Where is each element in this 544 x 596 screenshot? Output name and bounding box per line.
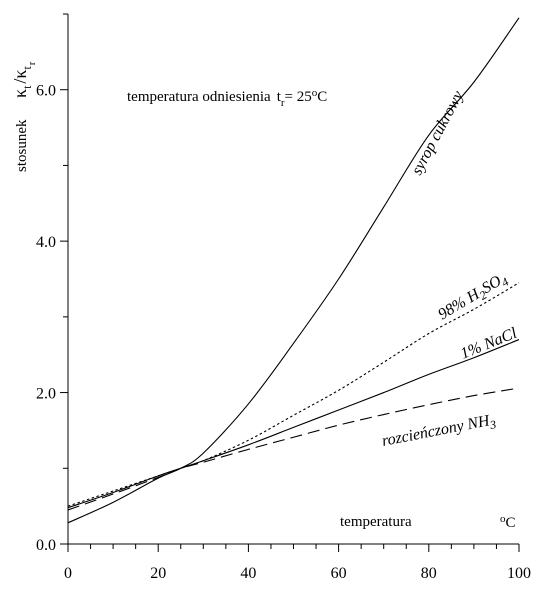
reference-note-sup: o [312,87,318,99]
x-tick-label: 60 [331,565,347,582]
x-tick-label: 0 [64,565,72,582]
y-tick-label: 6.0 [36,83,56,100]
y-axis-title-slash: / [10,79,30,84]
axes: 0 20 40 60 80 100 0.0 2.0 4.0 6.0 [36,13,531,582]
x-axis-title: temperatura [340,514,412,530]
svg-text:κt/κtr: κt/κtr [10,61,38,98]
label-h2so4: 98% H2SO4 [435,269,511,326]
x-axis-unit-letter: C [506,515,516,531]
y-axis-title-sub-ref-r: r [27,61,38,65]
y-axis-title-kappa-ref: κ [10,69,30,78]
label-nh3: rozcieńczony NH3 [381,411,498,453]
reference-note-unit: C [317,89,327,105]
reference-note-text: temperatura odniesienia [127,89,271,105]
y-tick-label: 0.0 [36,537,56,554]
reference-note-eq: = 25 [285,89,312,105]
y-tick-label: 4.0 [36,234,56,251]
svg-text:stosunek: stosunek [14,119,30,172]
label-syrop-cukrowy: syrop cukrowy [409,87,468,178]
y-axis-title-kappa: κ [10,89,30,98]
x-tick-label: 40 [240,565,256,582]
series-line-0 [67,17,520,524]
series-line-3 [67,387,520,511]
label-nacl: 1% NaCl [458,325,520,363]
series-line-2 [67,339,520,509]
x-tick-label: 100 [507,565,531,582]
label-nh3-a: rozcieńczony NH [381,412,493,450]
y-axis-title: stosunek κt/κtr [10,61,38,172]
x-axis-unit: oC [500,513,516,531]
reference-note-t: t [277,89,282,105]
y-axis-title-prefix: stosunek [14,119,30,172]
reference-note-sub: r [281,97,285,109]
x-tick-label: 20 [150,565,166,582]
y-axis-title-sub: t [20,85,34,89]
label-nh3-sub: 3 [488,417,498,432]
y-axis-title-sub-ref-t: t [20,65,34,69]
y-tick-label: 2.0 [36,386,56,403]
curves [67,17,520,524]
reference-note: temperatura odniesienia tr= 25oC [127,87,327,109]
x-axis-unit-sup: o [500,513,506,525]
x-tick-label: 80 [421,565,437,582]
